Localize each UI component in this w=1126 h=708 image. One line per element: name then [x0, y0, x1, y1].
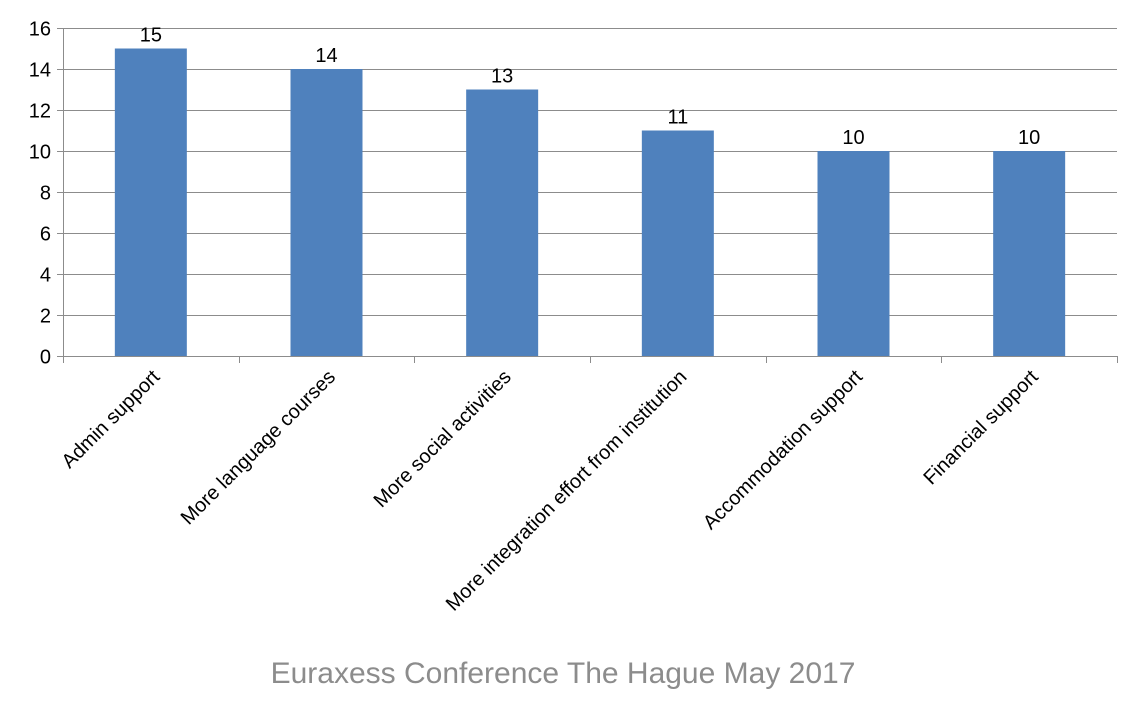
bar: [114, 48, 187, 356]
y-tick-label: 4: [40, 265, 51, 287]
x-category-label: Financial support: [919, 366, 1043, 490]
gridlines: [63, 28, 1117, 316]
y-tick-label: 10: [29, 142, 51, 164]
x-category-label: Accommodation support: [699, 366, 867, 534]
y-tick-label: 8: [40, 183, 51, 205]
y-tick-label: 2: [40, 306, 51, 328]
data-label: 10: [842, 127, 864, 149]
data-label: 11: [667, 107, 688, 129]
bar: [993, 151, 1066, 356]
data-label: 15: [140, 25, 162, 47]
bar: [641, 130, 714, 356]
bars: [114, 48, 1066, 356]
data-label: 10: [1018, 127, 1040, 149]
y-tick-label: 0: [40, 347, 51, 369]
data-label: 13: [491, 66, 513, 88]
bar: [290, 69, 363, 356]
y-tick-label: 12: [29, 101, 51, 123]
bar: [466, 89, 539, 356]
x-category-label: More social activities: [370, 366, 516, 512]
x-category-label: More language courses: [177, 366, 340, 529]
x-category-label: Admin support: [58, 366, 165, 473]
y-tick-label: 6: [40, 224, 51, 246]
bar: [817, 151, 890, 356]
y-tick-label: 14: [29, 60, 51, 82]
footer-caption: Euraxess Conference The Hague May 2017: [270, 657, 856, 690]
axes: [57, 28, 1118, 363]
y-tick-label: 16: [29, 19, 51, 41]
data-label: 14: [315, 45, 337, 67]
